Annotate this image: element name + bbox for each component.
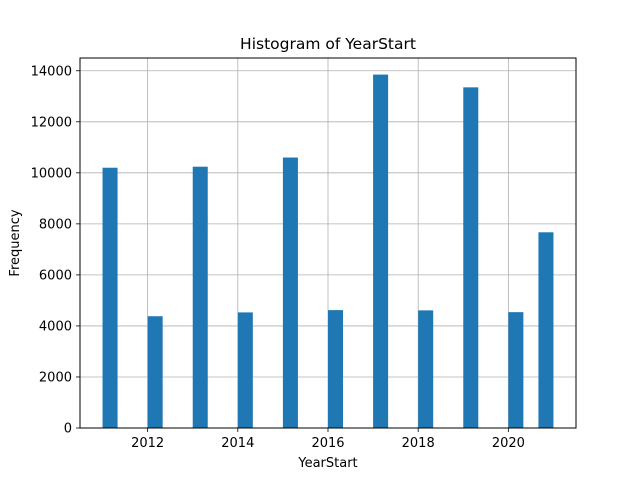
x-tick-label: 2016 (311, 436, 344, 451)
y-tick-label: 4000 (39, 319, 72, 334)
histogram-bar (147, 316, 163, 428)
histogram-bar (538, 232, 554, 428)
y-tick-label: 8000 (39, 217, 72, 232)
y-tick-label: 6000 (39, 268, 72, 283)
x-tick-label: 2020 (492, 436, 525, 451)
y-tick-label: 10000 (31, 166, 72, 181)
x-tick-label: 2012 (131, 436, 164, 451)
histogram-bar (418, 310, 434, 428)
y-tick-label: 2000 (39, 370, 72, 385)
histogram-bar (237, 312, 253, 428)
y-tick-label: 12000 (31, 115, 72, 130)
histogram-bar (192, 166, 208, 429)
histogram-bar (102, 167, 118, 429)
y-ticks: 0 2000 4000 6000 8000 10000 12000 14000 (31, 64, 80, 437)
x-axis-label: YearStart (297, 456, 357, 471)
x-tick-label: 2014 (221, 436, 254, 451)
x-ticks: 2012 2014 2016 2018 2020 (131, 428, 525, 451)
x-tick-label: 2018 (402, 436, 435, 451)
bars (102, 74, 554, 429)
histogram-bar (508, 312, 524, 428)
histogram-bar (328, 310, 344, 428)
y-tick-label: 14000 (31, 64, 72, 79)
y-tick-label: 0 (64, 422, 72, 437)
chart-title: Histogram of YearStart (240, 35, 416, 53)
histogram-bar (463, 87, 479, 429)
histogram-bar (282, 157, 298, 428)
y-axis-label: Frequency (8, 209, 23, 276)
histogram-bar (373, 74, 389, 428)
